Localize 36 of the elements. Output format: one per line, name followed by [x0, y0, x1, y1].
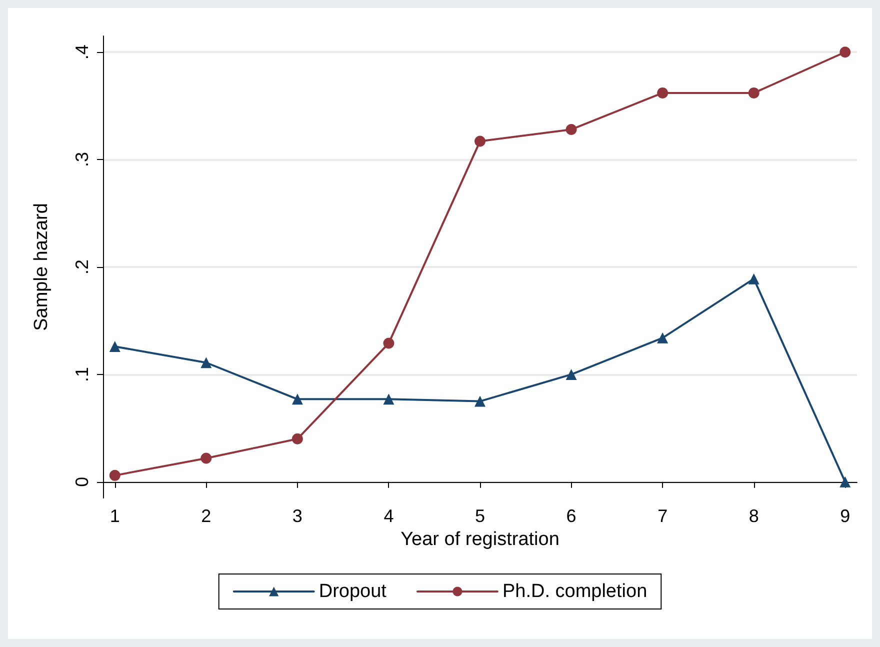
point: [109, 470, 120, 481]
point: [109, 341, 120, 352]
x-tick-label: 9: [840, 506, 850, 526]
legend-label: Ph.D. completion: [502, 581, 648, 602]
y-tick-label: .3: [72, 152, 92, 168]
point: [840, 476, 851, 488]
point: [383, 394, 394, 405]
x-axis-title: Year of registration: [400, 529, 560, 550]
y-tick-label: 0: [72, 476, 92, 487]
x-tick-label: 3: [292, 506, 302, 526]
y-axis-title: Sample hazard: [31, 203, 52, 331]
x-tick-label: 7: [658, 506, 668, 526]
point: [292, 433, 303, 444]
point: [748, 273, 760, 284]
point: [200, 357, 212, 368]
point: [657, 332, 668, 344]
point: [474, 136, 486, 147]
x-tick-label: 5: [474, 506, 486, 526]
point: [292, 394, 303, 405]
point: [566, 124, 577, 135]
legend-label: Dropout: [318, 581, 388, 602]
x-tick-label: 1: [110, 506, 120, 526]
point: [566, 368, 577, 380]
y-tick-label: .2: [72, 259, 92, 275]
x-tick-label: 2: [201, 506, 212, 526]
y-tick-label: .1: [72, 366, 92, 382]
point: [383, 338, 394, 349]
x-tick-label: 8: [748, 506, 759, 526]
point: [474, 396, 486, 407]
x-tick-label: 4: [384, 506, 394, 526]
y-tick-label: .4: [72, 44, 92, 60]
point: [657, 87, 668, 98]
point: [200, 452, 212, 464]
x-tick-label: 6: [566, 506, 576, 526]
point: [748, 87, 760, 98]
point: [840, 46, 851, 58]
